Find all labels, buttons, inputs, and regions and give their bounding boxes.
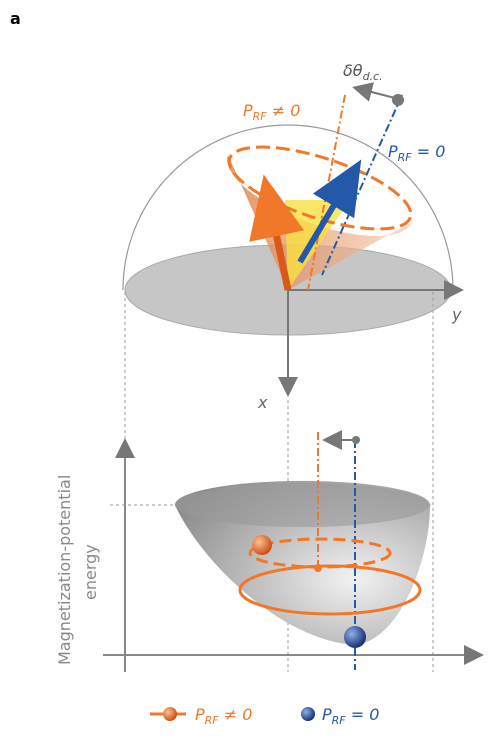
blue-ball — [344, 626, 366, 648]
precession-orbit — [227, 145, 413, 231]
gray-dot — [392, 94, 404, 106]
energy-label: Magnetization-potential — [55, 475, 74, 665]
legend-label: PRF = 0 — [322, 705, 379, 727]
energy-label: energy — [81, 544, 100, 600]
blue-vector — [297, 159, 362, 264]
orange-label: PRF ≠ 0 — [243, 101, 300, 123]
orbit-solid — [238, 564, 422, 616]
legend-marker — [163, 707, 177, 721]
bowl-rim — [175, 483, 429, 527]
gray-dot — [352, 436, 360, 444]
blue-axis — [321, 94, 403, 276]
blue-label: PRF = 0 — [388, 142, 445, 164]
orange-vector — [249, 174, 305, 291]
panel-label: a — [10, 9, 21, 28]
cone — [227, 155, 412, 290]
shift-arrow — [352, 82, 396, 102]
orange-ball — [252, 535, 272, 555]
legend-marker — [301, 707, 315, 721]
x-axis-label: x — [257, 393, 268, 412]
delta-label: δθd.c. — [343, 61, 383, 83]
legend-label: PRF ≠ 0 — [195, 705, 252, 727]
y-axis-label: y — [451, 305, 462, 324]
hemisphere — [122, 124, 454, 291]
